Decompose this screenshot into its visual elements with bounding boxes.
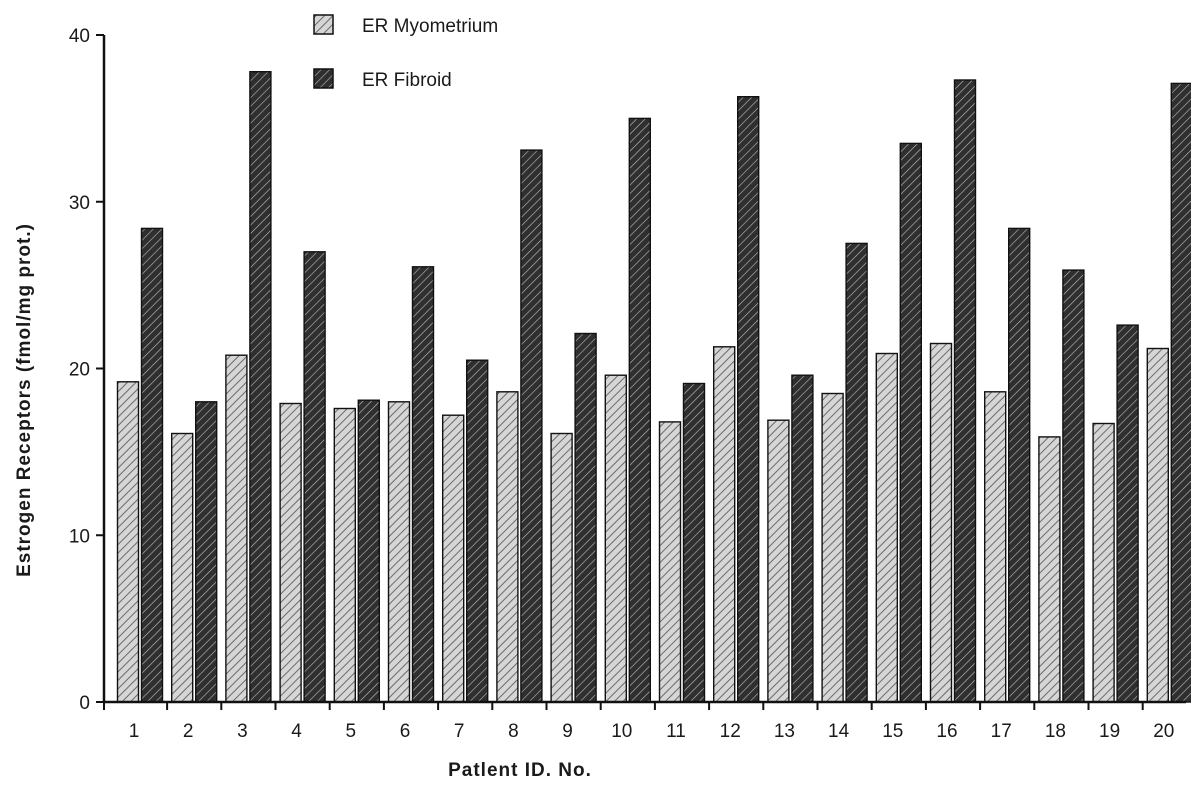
bar-fibroid-17 [1008,227,1031,703]
x-tick-label-10: 10 [611,721,632,742]
legend-label-myometrium: ER Myometrium [362,16,498,37]
x-tick-label-5: 5 [346,721,357,742]
bar-myometrium-10 [604,374,627,703]
bar-fibroid-16 [953,79,977,703]
bar-myometrium-15 [875,352,898,703]
y-axis-ticks: 0 10 20 30 40 [69,26,104,714]
bar-fibroid-3 [249,70,272,703]
x-tick-label-1: 1 [129,721,140,742]
y-axis-title: Estrogen Receptors (fmol/mg prot.) [14,223,35,577]
x-tick-label-6: 6 [400,721,411,742]
y-tick-label-30: 30 [69,193,90,214]
bar-myometrium-2 [170,432,194,703]
legend-swatch-fibroid [313,68,334,89]
bar-fibroid-13 [791,374,814,703]
bar-fibroid-19 [1116,324,1139,703]
bar-myometrium-9 [550,432,573,703]
bar-myometrium-19 [1092,422,1115,703]
x-tick-label-16: 16 [936,721,957,742]
bar-fibroid-5 [357,399,380,703]
x-tick-label-17: 17 [991,721,1012,742]
bar-myometrium-1 [116,381,140,703]
x-axis-ticks: 1 2 3 4 5 6 7 8 9 10 11 12 13 14 15 16 17 18 19 20 [103,702,1174,742]
y-tick-label-20: 20 [69,360,90,381]
bar-fibroid-15 [899,142,922,703]
x-axis-title: Patlent ID. No. [448,760,592,781]
bar-myometrium-6 [387,401,411,703]
x-tick-label-13: 13 [774,721,795,742]
bar-fibroid-4 [303,251,326,703]
y-tick-label-10: 10 [69,526,90,547]
x-tick-label-8: 8 [508,721,519,742]
x-tick-label-18: 18 [1045,721,1066,742]
x-tick-label-7: 7 [454,721,465,742]
bar-myometrium-14 [821,392,844,703]
x-tick-label-3: 3 [237,721,248,742]
x-tick-label-20: 20 [1153,721,1174,742]
bar-fibroid-12 [737,95,760,703]
bar-myometrium-18 [1038,436,1061,703]
bar-fibroid-10 [628,117,651,703]
bar-fibroid-7 [466,359,489,703]
bar-myometrium-7 [442,414,465,703]
bar-myometrium-11 [658,421,682,703]
x-tick-label-14: 14 [828,721,850,742]
legend-label-fibroid: ER Fibroid [362,70,452,91]
x-tick-label-11: 11 [666,721,686,742]
bar-fibroid-1 [140,227,164,703]
legend: ER Myometrium ER Fibroid [313,14,498,91]
legend-swatch-myometrium [313,14,334,35]
bar-myometrium-13 [767,419,790,703]
legend-item-myometrium: ER Myometrium [313,14,498,37]
bars-group [116,70,1191,703]
bar-fibroid-14 [845,242,868,703]
bar-myometrium-12 [713,346,736,703]
bar-myometrium-17 [984,391,1007,703]
legend-item-fibroid: ER Fibroid [313,68,452,91]
y-tick-label-40: 40 [69,26,90,47]
x-tick-label-15: 15 [882,721,903,742]
y-tick-label-0: 0 [79,693,90,714]
bar-myometrium-8 [496,391,519,703]
bar-fibroid-20 [1170,82,1191,703]
bar-myometrium-3 [225,354,248,703]
bar-myometrium-4 [279,402,302,703]
bar-myometrium-5 [333,407,356,703]
bar-fibroid-18 [1062,269,1085,703]
bar-fibroid-8 [520,149,543,703]
x-tick-label-12: 12 [720,721,741,742]
x-tick-label-2: 2 [183,721,194,742]
bar-fibroid-2 [194,401,218,703]
bar-myometrium-20 [1146,347,1170,703]
x-tick-label-4: 4 [291,721,302,742]
bar-myometrium-16 [929,342,953,703]
x-tick-label-9: 9 [562,721,573,742]
bar-fibroid-9 [574,332,597,703]
bar-fibroid-6 [411,266,435,703]
bar-fibroid-11 [682,382,706,703]
x-tick-label-19: 19 [1099,721,1120,742]
